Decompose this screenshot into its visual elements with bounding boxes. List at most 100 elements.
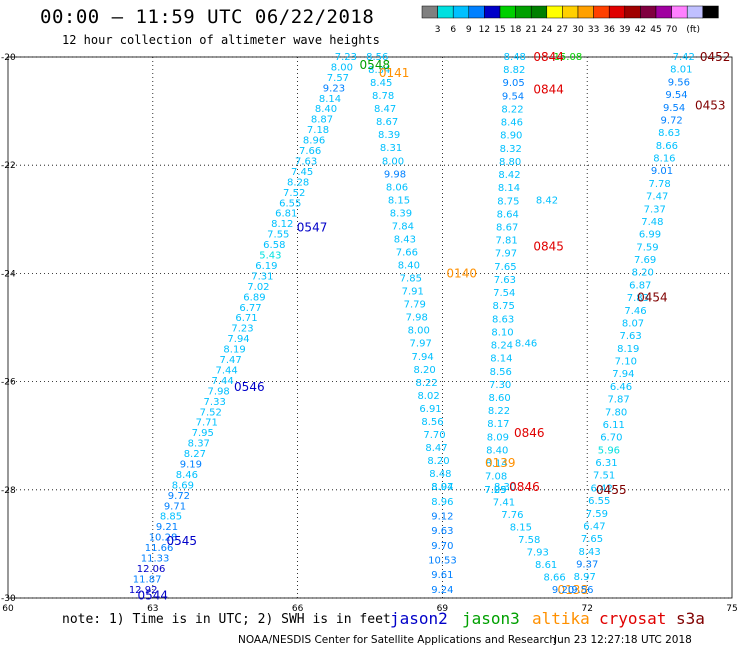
swh-value-label: 8.42 [536, 195, 558, 206]
swh-value-label: 7.44 [212, 376, 234, 387]
legend-tick-label: 15 [494, 25, 505, 35]
swh-value-label: 9.21 [156, 522, 178, 533]
swh-value-label: 8.43 [578, 547, 600, 558]
swh-value-label: 7.47 [646, 192, 668, 203]
swh-value-label: 7.33 [204, 397, 226, 408]
legend-tick-label: 42 [635, 25, 646, 35]
swh-value-label: 7.55 [267, 230, 289, 241]
legend-tick-label: 70 [666, 25, 678, 35]
swh-value-label: 7.94 [412, 352, 434, 363]
legend-tick-label: 6 [450, 25, 456, 35]
pass-time-label: 0138 [557, 583, 588, 597]
legend-tick-label: 33 [588, 25, 599, 35]
swh-value-label: 7.94 [227, 334, 249, 345]
longitude-tick-label: 72 [581, 604, 592, 614]
swh-value-label: 12.06 [137, 564, 166, 575]
legend-tick-label: 12 [479, 25, 490, 35]
swh-value-label: 8.82 [503, 65, 525, 76]
swh-value-label: 8.46 [176, 470, 198, 481]
pass-time-label: 0455 [596, 483, 627, 497]
swh-value-label: 8.69 [172, 480, 194, 491]
swh-value-label: 9.54 [665, 90, 687, 101]
swh-value-label: 8.56 [366, 52, 388, 63]
legend-tick-label: 24 [541, 25, 553, 35]
pass-time-label: 0846 [514, 426, 545, 440]
swh-value-label: 9.71 [164, 501, 186, 512]
satellite-legend-s3a: s3a [676, 609, 705, 628]
swh-value-label: 9.54 [663, 103, 685, 114]
swh-value-label: 7.71 [196, 418, 218, 429]
swh-value-label: 7.81 [495, 236, 517, 247]
swh-value-label: 6.89 [243, 292, 265, 303]
swh-value-label: 8.37 [188, 439, 210, 450]
swh-value-label: 9.20 [552, 585, 574, 596]
swh-value-label: 7.59 [636, 242, 658, 253]
swh-value-label: 8.24 [491, 341, 513, 352]
swh-value-label: 8.22 [488, 406, 510, 417]
swh-value-label: 11.87 [133, 574, 162, 585]
swh-value-label: 8.56 [421, 417, 443, 428]
latitude-tick-label: -30 [1, 594, 16, 604]
swh-value-label: 8.27 [184, 449, 206, 460]
swh-value-label: 7.18 [307, 125, 329, 136]
swh-value-label: 7.63 [494, 275, 516, 286]
swh-value-label: 8.20 [632, 268, 654, 279]
swh-value-label: 7.58 [518, 535, 540, 546]
swh-value-label: 8.66 [656, 141, 678, 152]
swh-value-label: 8.15 [510, 522, 532, 533]
pass-time-label: 0454 [637, 291, 668, 305]
swh-value-label: 8.09 [487, 432, 509, 443]
swh-value-label: 8.46 [501, 118, 523, 129]
credit-line: NOAA/NESDIS Center for Satellite Applica… [238, 634, 556, 646]
swh-value-label: 9.05 [502, 78, 524, 89]
swh-value-label: 7.45 [291, 167, 313, 178]
swh-value-label: 7.65 [581, 534, 603, 545]
swh-value-label: 8.30 [494, 482, 516, 493]
swh-value-label: 8.34 [368, 65, 390, 76]
swh-value-label: 7.93 [527, 547, 549, 558]
swh-value-label: 8.75 [497, 196, 519, 207]
swh-value-label: 7.51 [593, 471, 615, 482]
swh-value-label: 7.44 [215, 365, 237, 376]
swh-value-label: 8.66 [543, 572, 565, 583]
swh-value-label: 8.56 [490, 367, 512, 378]
swh-value-label: 6.70 [600, 433, 622, 444]
swh-value-label: 8.94 [431, 482, 453, 493]
swh-value-label: 8.19 [617, 344, 639, 355]
units-note: note: 1) Time is in UTC; 2) SWH is in fe… [62, 612, 391, 627]
swh-value-label: 7.85 [400, 274, 422, 285]
satellite-legend-cryosat: cryosat [599, 609, 667, 628]
swh-value-label: 9.61 [431, 570, 453, 581]
swh-value-label: 9.37 [576, 560, 598, 571]
pass-time-label: 0548 [360, 58, 391, 72]
satellite-legend-jason2: jason2 [390, 609, 448, 628]
swh-value-label: 9.23 [323, 83, 345, 94]
swh-value-label: 7.79 [404, 300, 426, 311]
swh-value-label: 9.72 [168, 491, 190, 502]
swh-value-label: 7.91 [402, 287, 424, 298]
swh-value-label: 7.94 [612, 369, 634, 380]
pass-time-label: 0845 [533, 239, 564, 253]
swh-value-label: 12.92 [129, 585, 158, 596]
swh-value-label: 5.43 [259, 251, 281, 262]
swh-value-label: 7.83 [627, 293, 649, 304]
pass-time-label: 0452 [700, 50, 731, 64]
swh-value-label: 7.63 [620, 331, 642, 342]
swh-value-label: 8.14 [498, 183, 520, 194]
swh-value-label: 7.84 [392, 221, 414, 232]
swh-value-label: 8.07 [431, 482, 453, 493]
wave-height-color-legend: 3 6 9 12 15 18 21 24 27 30 33 36 39 42 45 70 (ft) [421, 5, 719, 35]
pass-time-label: 0453 [695, 99, 726, 113]
swh-value-label: 8.47 [425, 443, 447, 454]
swh-value-label: 15.08 [554, 52, 583, 63]
swh-value-label: 6.81 [275, 209, 297, 220]
swh-value-label: 7.31 [251, 271, 273, 282]
swh-value-label: 7.97 [410, 339, 432, 350]
swh-value-label: 7.97 [495, 249, 517, 260]
swh-value-label: 10.28 [149, 533, 178, 544]
swh-value-label: 7.78 [648, 179, 670, 190]
map-frame [7, 56, 733, 599]
swh-value-label: 8.00 [408, 326, 430, 337]
swh-value-label: 7.37 [644, 204, 666, 215]
swh-value-label: 8.01 [670, 65, 692, 76]
